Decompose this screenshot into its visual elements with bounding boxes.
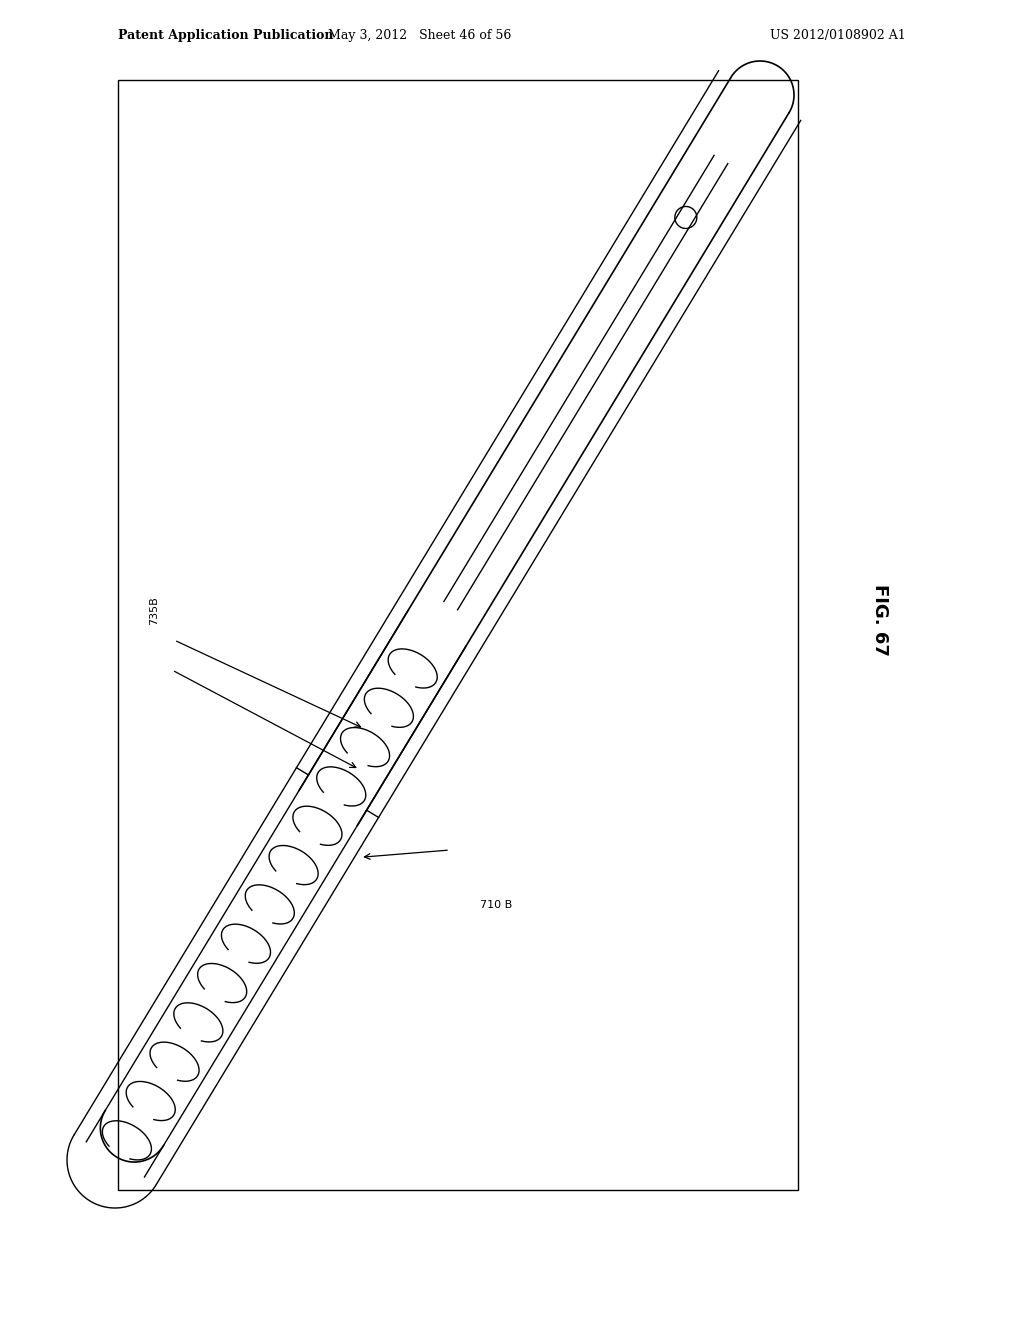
Text: 735B: 735B — [150, 597, 159, 624]
Text: 710 B: 710 B — [480, 900, 512, 909]
Text: FIG. 67: FIG. 67 — [871, 583, 889, 656]
Bar — [118, 81, 798, 1191]
Text: May 3, 2012   Sheet 46 of 56: May 3, 2012 Sheet 46 of 56 — [329, 29, 512, 41]
Text: Patent Application Publication: Patent Application Publication — [118, 29, 334, 41]
Text: US 2012/0108902 A1: US 2012/0108902 A1 — [770, 29, 906, 41]
